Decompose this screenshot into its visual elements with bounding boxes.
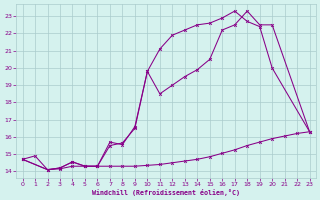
X-axis label: Windchill (Refroidissement éolien,°C): Windchill (Refroidissement éolien,°C) [92, 189, 240, 196]
